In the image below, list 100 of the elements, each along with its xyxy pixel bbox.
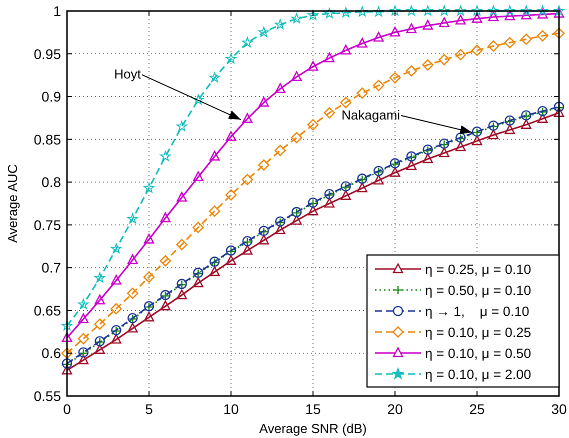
- x-tick-label: 25: [469, 401, 485, 417]
- point: [455, 141, 466, 152]
- point: [340, 7, 352, 18]
- point: [324, 52, 335, 62]
- point: [488, 6, 499, 16]
- point: [324, 107, 336, 118]
- point: [537, 113, 548, 123]
- point: [521, 10, 532, 20]
- point: [62, 320, 72, 330]
- point: [438, 6, 450, 16]
- point: [144, 312, 154, 322]
- x-tick-label: 0: [63, 401, 72, 417]
- point: [439, 17, 450, 28]
- legend-label: η = 0.25, μ = 0.10: [425, 262, 532, 277]
- legend-label: η = 0.10, μ = 0.50: [425, 346, 532, 361]
- point: [176, 238, 188, 250]
- point: [308, 60, 318, 71]
- y-tick-label: 0.8: [42, 174, 62, 190]
- point: [62, 332, 72, 342]
- point: [390, 6, 400, 16]
- point: [373, 32, 384, 42]
- point: [274, 144, 286, 156]
- point: [209, 150, 220, 161]
- point: [471, 44, 483, 56]
- point: [536, 30, 548, 42]
- point: [504, 10, 515, 20]
- x-tick-label: 10: [223, 401, 239, 417]
- point: [454, 48, 466, 60]
- point: [340, 190, 351, 200]
- point: [422, 6, 434, 16]
- point: [226, 131, 236, 141]
- point: [340, 44, 351, 55]
- point: [554, 8, 564, 18]
- point: [504, 6, 516, 16]
- point: [554, 6, 564, 16]
- point: [144, 182, 154, 193]
- point: [176, 121, 188, 131]
- point: [290, 132, 302, 144]
- point: [193, 171, 204, 182]
- y-tick-label: 0.65: [34, 302, 62, 318]
- point: [537, 8, 548, 19]
- point: [275, 224, 286, 234]
- point: [111, 274, 122, 285]
- point: [357, 38, 368, 48]
- point: [390, 26, 400, 37]
- point: [455, 6, 466, 16]
- y-tick-label: 0.9: [42, 88, 62, 105]
- point: [176, 192, 187, 202]
- point: [537, 6, 548, 16]
- x-axis-title: Average SNR (dB): [259, 421, 367, 436]
- point: [242, 113, 253, 123]
- point: [406, 160, 417, 170]
- point: [308, 206, 318, 216]
- point: [472, 135, 482, 146]
- point: [192, 94, 204, 104]
- point: [422, 59, 434, 71]
- point: [520, 6, 532, 16]
- point: [520, 34, 532, 45]
- point: [127, 254, 138, 264]
- point: [274, 19, 286, 30]
- point: [390, 167, 400, 177]
- point: [160, 150, 171, 161]
- point: [78, 333, 90, 344]
- y-tick-label: 0.75: [34, 216, 62, 233]
- point: [291, 13, 302, 24]
- x-tick-label: 15: [305, 401, 321, 417]
- point: [94, 344, 105, 354]
- x-tick-label: 30: [551, 401, 567, 417]
- point: [488, 11, 499, 22]
- point: [127, 322, 138, 333]
- point: [504, 37, 516, 48]
- point: [94, 272, 106, 282]
- point: [356, 6, 368, 16]
- point: [258, 96, 269, 107]
- point: [422, 20, 433, 30]
- point: [78, 354, 89, 364]
- point: [258, 159, 270, 171]
- point: [406, 6, 417, 16]
- point: [192, 222, 204, 234]
- point: [406, 23, 417, 34]
- point: [307, 119, 319, 130]
- point: [208, 206, 220, 217]
- point: [439, 147, 450, 158]
- legend-label: η = 0.10, μ = 2.00: [425, 367, 532, 382]
- point: [488, 40, 500, 52]
- point: [472, 13, 482, 23]
- point: [357, 182, 368, 192]
- point: [127, 213, 138, 224]
- point: [160, 212, 171, 222]
- point: [422, 153, 433, 164]
- point: [455, 14, 466, 25]
- point: [78, 298, 89, 309]
- point: [226, 255, 236, 265]
- point: [324, 198, 335, 208]
- point: [225, 189, 237, 201]
- point: [389, 72, 401, 84]
- y-tick-label: 0.95: [34, 46, 62, 62]
- point: [176, 289, 187, 300]
- point: [94, 294, 105, 304]
- point: [62, 364, 72, 374]
